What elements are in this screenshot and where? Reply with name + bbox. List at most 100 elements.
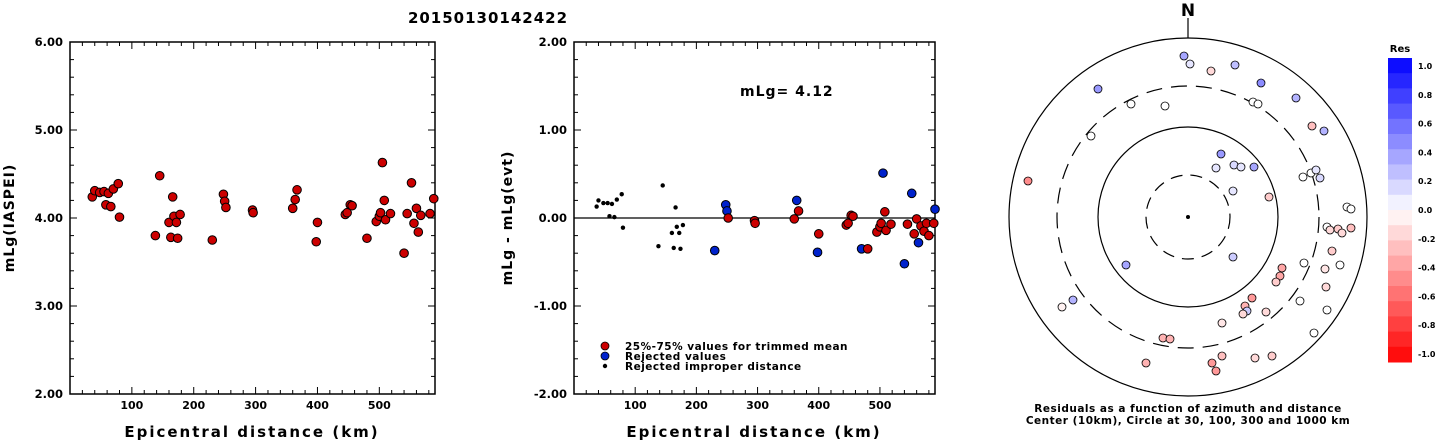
colorbar-tick-label: -0.2 bbox=[1418, 235, 1436, 244]
legend-label-trimmed: 25%-75% values for trimmed mean bbox=[625, 341, 848, 353]
middle-point-improper bbox=[660, 183, 665, 188]
middle-point-blue bbox=[812, 247, 823, 258]
polar-caption-line1: Residuals as a function of azimuth and d… bbox=[1034, 403, 1341, 415]
polar-point bbox=[1267, 351, 1277, 361]
left-point bbox=[154, 170, 165, 181]
polar-point bbox=[1121, 260, 1131, 270]
middle-point-red bbox=[886, 219, 896, 229]
left-point bbox=[375, 207, 386, 218]
polar-point bbox=[1206, 66, 1216, 76]
middle-point-improper bbox=[612, 214, 617, 220]
legend-marker-red bbox=[600, 341, 610, 351]
middle-xtick-label: 300 bbox=[746, 399, 769, 412]
middle-point-red bbox=[813, 229, 824, 239]
polar-point bbox=[1299, 258, 1309, 268]
colorbar-cell bbox=[1388, 255, 1412, 272]
colorbar-tick-label: 0.4 bbox=[1418, 148, 1433, 157]
mlg-annotation: mLg= 4.12 bbox=[740, 84, 834, 100]
middle-points bbox=[594, 168, 940, 269]
polar-point bbox=[1315, 173, 1325, 183]
left-point bbox=[406, 178, 417, 188]
polar-point bbox=[1321, 282, 1331, 292]
polar-point bbox=[1165, 334, 1175, 344]
left-point bbox=[399, 248, 409, 258]
middle-point-blue bbox=[899, 258, 910, 269]
left-ytick-label: 3.00 bbox=[35, 299, 63, 313]
middle-xlabel: Epicentral distance (km) bbox=[626, 423, 881, 441]
middle-point-red bbox=[902, 219, 913, 229]
colorbar-cell bbox=[1388, 73, 1412, 89]
polar-point bbox=[1327, 246, 1337, 256]
colorbar-tick-label: 1.0 bbox=[1418, 62, 1433, 71]
middle-point-improper bbox=[656, 243, 661, 249]
left-point bbox=[425, 208, 435, 219]
colorbar-tick-label: 0.0 bbox=[1418, 206, 1433, 215]
left-point bbox=[150, 230, 161, 241]
polar-point bbox=[1346, 204, 1356, 214]
polar-point bbox=[1160, 101, 1170, 111]
middle-point-improper bbox=[601, 200, 606, 206]
left-xtick-label: 200 bbox=[182, 399, 205, 412]
polar-point bbox=[1320, 264, 1330, 274]
polar-point bbox=[1086, 131, 1096, 141]
colorbar-cell bbox=[1388, 240, 1412, 257]
middle-point-red bbox=[862, 244, 873, 254]
colorbar-cell bbox=[1388, 225, 1412, 241]
colorbar-cell bbox=[1388, 270, 1412, 287]
polar-point bbox=[1057, 302, 1067, 312]
colorbar-tick-label: -0.8 bbox=[1418, 321, 1436, 330]
legend-label-rejected: Rejected values bbox=[625, 351, 726, 363]
left-xtick-label: 500 bbox=[368, 399, 391, 412]
middle-point-improper bbox=[594, 204, 599, 209]
middle-point-improper bbox=[605, 200, 610, 206]
legend-marker-blue bbox=[600, 351, 610, 361]
left-points bbox=[87, 157, 439, 258]
middle-point-improper bbox=[607, 214, 612, 219]
middle-point-improper bbox=[678, 246, 683, 251]
left-point bbox=[311, 236, 322, 247]
left-ytick-label: 6.00 bbox=[35, 35, 63, 49]
left-point bbox=[292, 185, 302, 195]
left-point bbox=[114, 212, 125, 222]
colorbar-cell bbox=[1388, 331, 1412, 348]
middle-point-red bbox=[789, 214, 800, 224]
polar-point bbox=[1228, 186, 1238, 196]
colorbar-cell bbox=[1388, 194, 1412, 211]
left-point bbox=[402, 208, 412, 219]
left-xtick-label: 400 bbox=[306, 399, 329, 412]
left-point bbox=[287, 203, 298, 214]
left-point bbox=[409, 218, 419, 229]
left-xtick-label: 100 bbox=[120, 399, 143, 412]
middle-point-blue bbox=[878, 168, 888, 178]
middle-ytick-label: 2.00 bbox=[539, 35, 567, 49]
polar-point bbox=[1346, 223, 1356, 233]
left-point bbox=[312, 217, 323, 228]
colorbar-cells bbox=[1388, 58, 1412, 363]
polar-point bbox=[1253, 99, 1263, 109]
colorbar-tick-label: 0.6 bbox=[1418, 120, 1433, 129]
left-point bbox=[411, 203, 422, 214]
middle-point-improper bbox=[673, 205, 678, 210]
colorbar-cell bbox=[1388, 179, 1412, 196]
colorbar-title: Res bbox=[1390, 44, 1410, 55]
middle-xtick-label: 200 bbox=[685, 399, 708, 412]
colorbar-ticks: 1.0 0.8 0.6 0.4 0.2 0.0 -0.2 -0.4 -0.6 -0.8 -1.0 bbox=[1418, 62, 1436, 359]
polar-caption-line2: Center (10km), Circle at 30, 100, 300 an… bbox=[1026, 415, 1350, 427]
left-ytick-label: 2.00 bbox=[35, 387, 63, 401]
polar-point bbox=[1228, 252, 1238, 262]
left-point bbox=[362, 233, 372, 244]
colorbar-cell bbox=[1388, 58, 1412, 74]
colorbar-tick-label: -1.0 bbox=[1418, 350, 1436, 359]
colorbar-cell bbox=[1388, 210, 1412, 226]
middle-point-improper bbox=[596, 198, 601, 203]
left-point bbox=[380, 214, 391, 225]
polar-points bbox=[1023, 51, 1356, 376]
ring-300km bbox=[1056, 85, 1320, 349]
middle-point-red bbox=[876, 218, 886, 229]
middle-xtick-label: 100 bbox=[624, 399, 647, 412]
middle-point-improper bbox=[619, 192, 624, 197]
polar-point bbox=[1277, 263, 1287, 273]
colorbar-cell bbox=[1388, 88, 1412, 105]
center-point bbox=[1186, 215, 1190, 219]
